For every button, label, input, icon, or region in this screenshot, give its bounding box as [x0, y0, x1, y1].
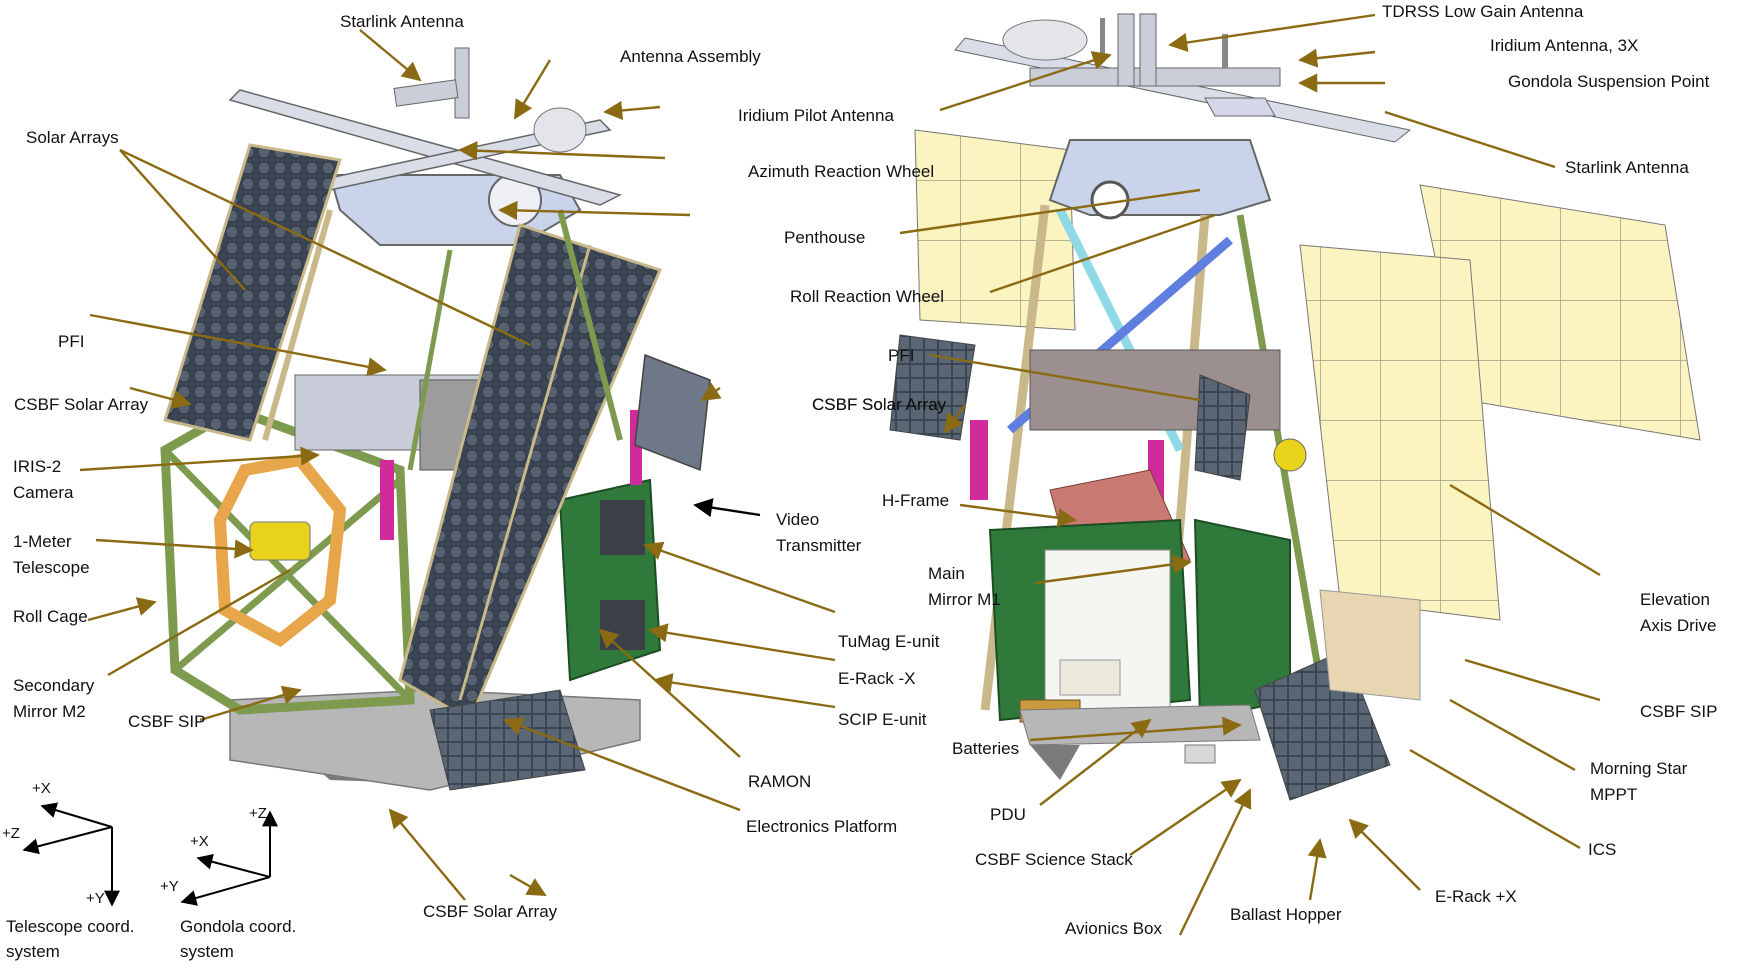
label-csbf-solar-array-right: CSBF Solar Array — [812, 395, 947, 414]
label-iris2-camera-1: IRIS-2 — [13, 457, 62, 476]
telescope-coordinate-axes — [22, 802, 120, 907]
label-secondary-mirror-2: Mirror M2 — [13, 702, 86, 721]
label-iridium-antenna-3x: Iridium Antenna, 3X — [1490, 36, 1639, 55]
label-morning-star-mppt-2: MPPT — [1590, 785, 1638, 804]
label-iridium-pilot-antenna: Iridium Pilot Antenna — [738, 106, 894, 125]
label-ics: ICS — [1588, 840, 1617, 859]
label-csbf-solar-array-left-1: CSBF Solar Array — [14, 395, 149, 414]
label-main-mirror-1: Main — [928, 564, 965, 583]
label-solar-arrays: Solar Arrays — [26, 128, 119, 147]
label-csbf-solar-array-left-2: CSBF Solar Array — [812, 395, 947, 414]
label-iris2-camera-2: Camera — [13, 483, 74, 502]
right-gondola-illustration — [889, 13, 1701, 801]
label-one-meter-telescope-2: Telescope — [13, 558, 90, 577]
telescope-axis-z-label: +Z — [2, 825, 20, 842]
label-ramon: RAMON — [748, 772, 812, 791]
label-roll-reaction-wheel: Roll Reaction Wheel — [790, 287, 945, 306]
gondola-axis-y-label: +Y — [160, 878, 179, 895]
telescope-coord-caption-1: Telescope coord. — [6, 917, 135, 936]
label-antenna-assembly: Antenna Assembly — [620, 47, 761, 66]
gondola-coordinate-axes — [180, 810, 278, 906]
label-pdu: PDU — [990, 805, 1026, 824]
gondola-axis-x-label: +X — [190, 833, 209, 850]
label-video-transmitter-2: Transmitter — [776, 536, 862, 555]
telescope-axis-y-label: +Y — [86, 890, 105, 907]
telescope-coord-caption-2: system — [6, 942, 60, 961]
label-csbf-solar-array-bottom: CSBF Solar Array — [423, 902, 558, 921]
leader-lines — [79, 13, 1601, 936]
label-roll-cage: Roll Cage — [13, 607, 88, 626]
label-secondary-mirror-1: Secondary — [13, 676, 95, 695]
label-one-meter-telescope-1: 1-Meter — [13, 532, 72, 551]
label-main-mirror-2: Mirror M1 — [928, 590, 1001, 609]
label-starlink-antenna-left: Starlink Antenna — [340, 12, 464, 31]
label-scip-e-unit: SCIP E-unit — [838, 710, 927, 729]
label-video-transmitter-1: Video — [776, 510, 820, 529]
label-morning-star-mppt-1: Morning Star — [1590, 759, 1688, 778]
label-tdrss-low-gain-antenna: TDRSS Low Gain Antenna — [1382, 2, 1584, 21]
label-pfi-left: PFI — [58, 332, 85, 351]
label-csbf-sip-right: CSBF SIP — [1640, 702, 1718, 721]
gondola-coord-caption-1: Gondola coord. — [180, 917, 297, 936]
left-gondola-illustration — [160, 47, 711, 791]
label-batteries: Batteries — [952, 739, 1020, 758]
label-electronics-platform: Electronics Platform — [746, 817, 898, 836]
gondola-coord-caption-2: system — [180, 942, 234, 961]
label-pfi-right: PFI — [888, 346, 915, 365]
label-csbf-science-stack: CSBF Science Stack — [975, 850, 1133, 869]
label-elevation-axis-drive-2: Axis Drive — [1640, 616, 1717, 635]
label-penthouse-left: Penthouse — [784, 228, 866, 247]
label-avionics-box: Avionics Box — [1065, 919, 1163, 938]
label-e-rack-plus-x: E-Rack +X — [1435, 887, 1517, 906]
label-azimuth-reaction-wheel: Azimuth Reaction Wheel — [748, 162, 935, 181]
label-tumag-e-unit: TuMag E-unit — [838, 632, 940, 651]
label-starlink-antenna-right: Starlink Antenna — [1565, 158, 1689, 177]
label-e-rack-minus-x: E-Rack -X — [838, 669, 916, 688]
video-transmitter-pointer — [693, 498, 761, 518]
label-gondola-suspension-point: Gondola Suspension Point — [1508, 72, 1710, 91]
label-csbf-sip-left: CSBF SIP — [128, 712, 206, 731]
gondola-axis-z-label: +Z — [249, 805, 267, 822]
telescope-axis-x-label: +X — [32, 780, 51, 797]
label-elevation-axis-drive-1: Elevation — [1640, 590, 1710, 609]
label-ballast-hopper: Ballast Hopper — [1230, 905, 1342, 924]
label-h-frame: H-Frame — [882, 491, 950, 510]
